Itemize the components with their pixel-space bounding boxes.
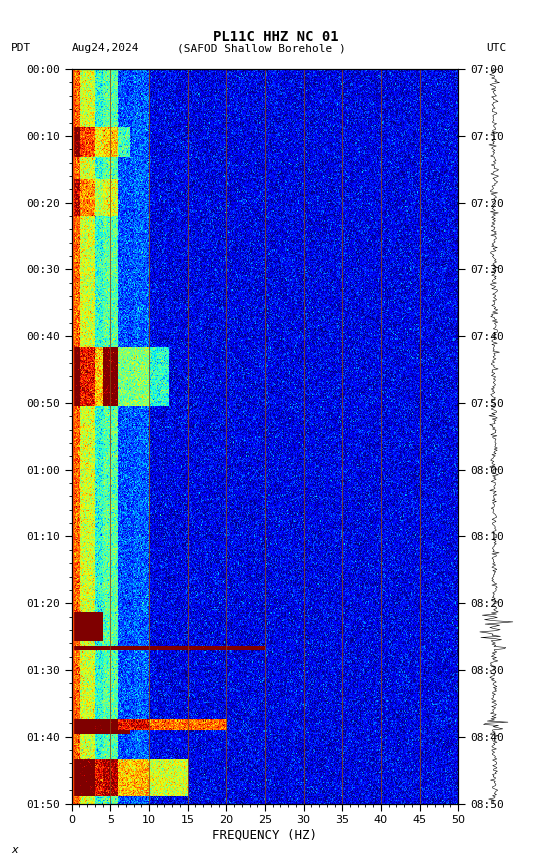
Text: x: x — [11, 845, 18, 855]
Text: PDT: PDT — [11, 43, 31, 54]
Text: PL11C HHZ NC 01: PL11C HHZ NC 01 — [213, 30, 339, 44]
Text: (SAFOD Shallow Borehole ): (SAFOD Shallow Borehole ) — [177, 43, 346, 54]
Text: UTC: UTC — [486, 43, 506, 54]
Text: Aug24,2024: Aug24,2024 — [72, 43, 139, 54]
X-axis label: FREQUENCY (HZ): FREQUENCY (HZ) — [213, 828, 317, 841]
